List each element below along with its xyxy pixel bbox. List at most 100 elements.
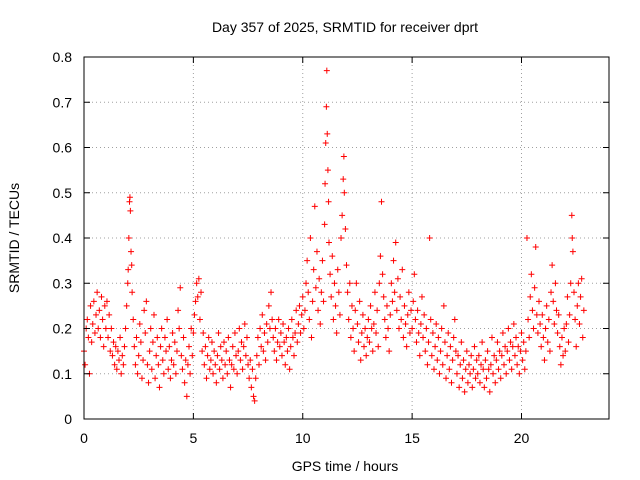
data-point-marker: [410, 298, 417, 305]
data-point-marker: [208, 339, 215, 346]
data-point-marker: [375, 343, 382, 350]
data-point-marker: [331, 280, 338, 287]
data-point-marker: [275, 316, 282, 323]
data-point-marker: [456, 384, 463, 391]
data-point-marker: [113, 366, 120, 373]
data-point-marker: [257, 325, 264, 332]
data-point-marker: [215, 330, 222, 337]
data-point-marker: [85, 334, 92, 341]
data-point-marker: [108, 325, 115, 332]
data-point-marker: [515, 343, 522, 350]
data-point-marker: [301, 307, 308, 314]
data-point-marker: [377, 253, 384, 260]
data-point-marker: [447, 343, 454, 350]
data-point-marker: [259, 311, 266, 318]
data-point-marker: [166, 343, 173, 350]
data-point-marker: [383, 302, 390, 309]
data-point-marker: [254, 334, 261, 341]
data-point-marker: [126, 194, 133, 201]
data-point-marker: [540, 334, 547, 341]
data-point-marker: [265, 302, 272, 309]
data-point-marker: [560, 352, 567, 359]
data-point-marker: [278, 352, 285, 359]
data-point-marker: [219, 375, 226, 382]
data-point-marker: [297, 330, 304, 337]
data-point-marker: [204, 352, 211, 359]
data-point-marker: [468, 352, 475, 359]
data-point-marker: [135, 352, 142, 359]
data-point-marker: [420, 334, 427, 341]
data-point-marker: [530, 325, 537, 332]
data-point-marker: [251, 397, 258, 404]
x-tick-label: 20: [514, 430, 530, 446]
data-point-marker: [428, 352, 435, 359]
data-point-marker: [545, 316, 552, 323]
data-point-marker: [287, 343, 294, 350]
data-point-marker: [191, 311, 198, 318]
x-tick-label: 0: [80, 430, 88, 446]
data-point-marker: [415, 330, 422, 337]
data-point-marker: [392, 239, 399, 246]
data-point-marker: [459, 375, 466, 382]
data-point-marker: [193, 280, 200, 287]
data-point-marker: [358, 330, 365, 337]
data-point-marker: [87, 302, 94, 309]
data-point-marker: [369, 348, 376, 355]
y-axis: 0 0.1 0.2 0.3 0.4 0.5 0.6 0.7 0.8: [53, 49, 609, 427]
data-point-marker: [422, 348, 429, 355]
data-point-marker: [96, 307, 103, 314]
data-point-marker: [318, 289, 325, 296]
data-point-marker: [365, 316, 372, 323]
data-point-marker: [528, 271, 535, 278]
data-point-marker: [319, 257, 326, 264]
data-point-marker: [252, 375, 259, 382]
data-point-marker: [501, 361, 507, 368]
data-point-marker: [304, 257, 311, 264]
y-tick-label: 0: [64, 411, 72, 427]
data-point-marker: [228, 361, 235, 368]
data-point-marker: [247, 357, 254, 364]
data-point-marker: [177, 284, 184, 291]
data-point-marker: [467, 370, 474, 377]
data-point-marker: [567, 280, 574, 287]
data-point-marker: [164, 316, 171, 323]
y-tick-label: 0.4: [53, 230, 73, 246]
data-point-marker: [155, 361, 162, 368]
data-point-marker: [404, 311, 411, 318]
data-point-marker: [479, 339, 486, 346]
data-point-marker: [211, 348, 218, 355]
x-axis-label: GPS time / hours: [292, 458, 399, 474]
data-point-marker: [544, 339, 551, 346]
data-point-marker: [165, 366, 172, 373]
data-point-marker: [142, 330, 149, 337]
data-point-marker: [443, 375, 450, 382]
grid-lines: [84, 57, 609, 419]
data-point-marker: [513, 334, 520, 341]
data-point-marker: [321, 221, 328, 228]
data-point-marker: [387, 311, 394, 318]
data-point-marker: [438, 325, 445, 332]
data-point-marker: [366, 339, 373, 346]
data-point-marker: [95, 325, 102, 332]
data-point-marker: [214, 352, 221, 359]
data-point-marker: [523, 235, 530, 241]
data-point-marker: [283, 334, 290, 341]
data-point-marker: [498, 352, 505, 359]
data-point-marker: [394, 275, 401, 282]
data-point-marker: [100, 343, 107, 350]
data-point-marker: [305, 289, 312, 296]
data-point-marker: [111, 361, 118, 368]
data-point-marker: [577, 293, 584, 300]
data-point-marker: [483, 375, 490, 382]
data-point-marker: [152, 375, 159, 382]
data-point-marker: [106, 311, 113, 318]
data-point-marker: [249, 366, 256, 373]
data-point-marker: [344, 289, 351, 296]
data-point-marker: [206, 366, 213, 373]
data-point-marker: [264, 339, 271, 346]
y-axis-label: SRMTID / TECUs: [6, 183, 22, 293]
data-point-marker: [216, 366, 223, 373]
data-point-marker: [217, 343, 224, 350]
data-point-marker: [156, 384, 163, 391]
data-point-marker: [243, 334, 250, 341]
